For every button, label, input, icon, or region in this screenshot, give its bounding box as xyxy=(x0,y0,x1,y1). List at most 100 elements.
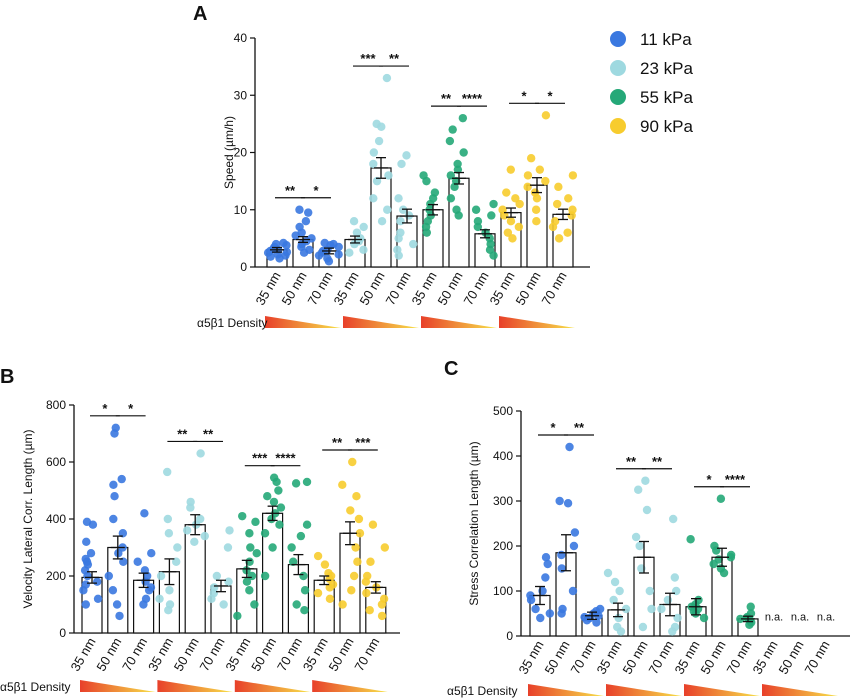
data-point xyxy=(366,557,375,566)
significance-label: * xyxy=(521,88,527,103)
data-point xyxy=(302,477,312,487)
data-point xyxy=(163,467,172,477)
y-tick-label: 400 xyxy=(493,449,513,463)
data-point xyxy=(615,586,624,596)
legend-label: 55 kPa xyxy=(640,88,693,107)
data-point xyxy=(557,609,566,618)
data-point xyxy=(451,176,461,186)
data-point xyxy=(511,194,520,203)
data-point xyxy=(110,429,119,438)
data-point xyxy=(295,205,304,214)
x-tick-label: 50 nm xyxy=(513,269,544,308)
x-tick-label: 35 nm xyxy=(594,638,625,677)
y-tick-label: 300 xyxy=(493,494,513,508)
data-point xyxy=(313,588,323,598)
data-point xyxy=(349,571,359,581)
density-gradient xyxy=(80,680,156,692)
legend-label: 90 kPa xyxy=(640,117,693,136)
density-gradient xyxy=(606,684,682,696)
series-90-kPa: n.a. 35 nm n.a. 50 nm n.a. 70 nm xyxy=(750,611,836,677)
data-point xyxy=(361,577,371,586)
data-point xyxy=(362,588,371,598)
data-point xyxy=(663,595,673,605)
data-point xyxy=(81,554,90,564)
data-point xyxy=(109,514,118,524)
data-point xyxy=(543,559,552,569)
data-point xyxy=(446,194,456,203)
density-gradient xyxy=(528,684,604,696)
data-point xyxy=(631,532,641,542)
data-point xyxy=(359,222,368,232)
x-tick-label: 70 nm xyxy=(724,638,755,677)
x-tick-label: 50 nm xyxy=(93,635,124,674)
data-point xyxy=(554,182,563,192)
data-point xyxy=(267,514,276,524)
legend-swatch xyxy=(610,118,626,134)
data-point xyxy=(300,606,309,615)
density-gradient xyxy=(762,684,838,696)
data-point xyxy=(719,568,729,578)
data-point xyxy=(325,594,335,603)
data-point xyxy=(219,600,228,609)
data-point xyxy=(245,586,254,595)
data-point xyxy=(609,595,618,605)
data-point xyxy=(397,159,406,169)
data-point xyxy=(535,165,545,174)
significance-label: ** xyxy=(652,454,663,469)
data-point xyxy=(536,613,545,623)
y-tick-label: 600 xyxy=(46,455,66,469)
data-point xyxy=(603,568,613,578)
data-point xyxy=(302,520,312,529)
data-point xyxy=(338,480,347,489)
data-point xyxy=(109,480,118,489)
data-point xyxy=(291,479,301,488)
data-point xyxy=(541,176,550,186)
data-point xyxy=(238,511,247,521)
significance-label: * xyxy=(706,472,712,487)
x-tick-label: 50 nm xyxy=(620,638,651,677)
data-point xyxy=(541,573,550,582)
data-point xyxy=(382,73,392,83)
data-point xyxy=(334,250,343,259)
x-tick-label: 70 nm xyxy=(461,269,492,308)
x-tick-label: 70 nm xyxy=(802,638,833,677)
data-point xyxy=(212,571,222,581)
density-gradient xyxy=(684,684,760,696)
x-tick-label: 35 nm xyxy=(750,638,781,677)
data-point xyxy=(196,449,205,458)
density-label: α5β1 Density xyxy=(0,680,71,694)
significance-label: * xyxy=(128,401,134,416)
data-point xyxy=(260,571,270,581)
x-tick-label: 70 nm xyxy=(274,635,305,674)
x-tick-label: 35 nm xyxy=(145,635,176,674)
data-point xyxy=(275,520,284,529)
y-tick-label: 800 xyxy=(46,398,66,412)
data-point xyxy=(686,535,695,544)
data-point xyxy=(487,211,496,220)
data-point xyxy=(273,250,282,259)
legend: 11 kPa 23 kPa 55 kPa 90 kPa xyxy=(610,30,693,136)
data-point xyxy=(454,211,463,220)
x-tick-label: 50 nm xyxy=(357,269,388,308)
x-tick-label: 70 nm xyxy=(646,638,677,677)
data-point xyxy=(291,231,300,240)
data-point xyxy=(139,600,148,609)
data-point xyxy=(506,165,515,174)
data-point xyxy=(155,594,164,603)
y-tick-label: 40 xyxy=(234,31,248,45)
data-point xyxy=(580,612,589,622)
data-point xyxy=(614,613,623,623)
panel-letter: A xyxy=(193,3,207,25)
data-point xyxy=(352,492,361,501)
x-tick-label: 50 nm xyxy=(248,635,279,674)
data-point xyxy=(673,613,682,623)
data-point xyxy=(300,586,310,595)
x-tick-label: 35 nm xyxy=(68,635,99,674)
x-tick-label: 70 nm xyxy=(305,269,336,308)
x-tick-label: 50 nm xyxy=(776,638,807,677)
data-point xyxy=(245,557,254,566)
